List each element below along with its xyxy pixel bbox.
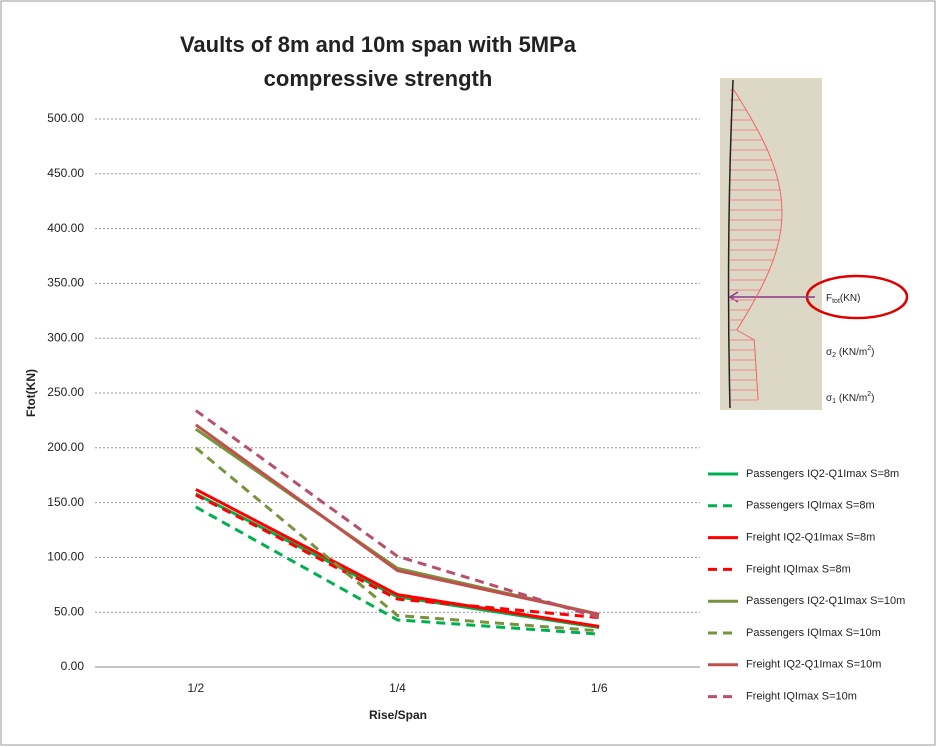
y-tick-label: 250.00 [47,385,84,399]
legend-label: Passengers IQImax S=8m [746,500,875,512]
force-label: Ftot(KN) [826,293,860,305]
y-tick-label: 500.00 [47,111,84,125]
y-tick-label: 0.00 [61,659,85,673]
legend-label: Freight IQImax S=8m [746,563,851,575]
x-tick-label: 1/4 [389,681,406,695]
series-line [194,409,600,620]
y-tick-label: 100.00 [47,550,84,564]
stress2-label: σ2 (KN/m2) [826,345,874,359]
y-tick-label: 350.00 [47,276,84,290]
inset-profile [733,89,783,401]
y-tick-label: 200.00 [47,440,84,454]
x-tick-label: 1/2 [187,681,204,695]
y-axis-title: Ftot(KN) [24,369,38,417]
series-line [194,423,600,616]
x-tick-label: 1/6 [591,681,608,695]
series-line [195,488,600,628]
y-tick-label: 400.00 [47,221,84,235]
x-axis-title: Rise/Span [369,708,427,722]
series-line [195,493,600,620]
legend-label: Freight IQ2-Q1Imax S=8m [746,532,875,544]
y-tick-label: 150.00 [47,495,84,509]
y-tick-label: 50.00 [54,604,84,618]
legend-label: Freight IQImax S=10m [746,691,857,703]
legend-label: Passengers IQ2-Q1Imax S=8m [746,468,899,480]
series-line [194,446,600,633]
legend-label: Passengers IQ2-Q1Imax S=10m [746,595,905,607]
chart-title: compressive strength [264,66,493,91]
y-tick-label: 300.00 [47,330,84,344]
series-line [195,505,600,636]
stress1-label: σ1 (KN/m2) [826,391,874,405]
legend-label: Passengers IQImax S=10m [746,627,881,639]
inset-background [720,78,822,410]
inset-diagram: Ftot(KN) σ2 (KN/m2) σ1 (KN/m2) [720,78,909,410]
y-tick-label: 450.00 [47,166,84,180]
legend-label: Freight IQ2-Q1Imax S=10m [746,659,881,671]
inset-wall [727,79,734,409]
chart-title: Vaults of 8m and 10m span with 5MPa [180,32,577,57]
